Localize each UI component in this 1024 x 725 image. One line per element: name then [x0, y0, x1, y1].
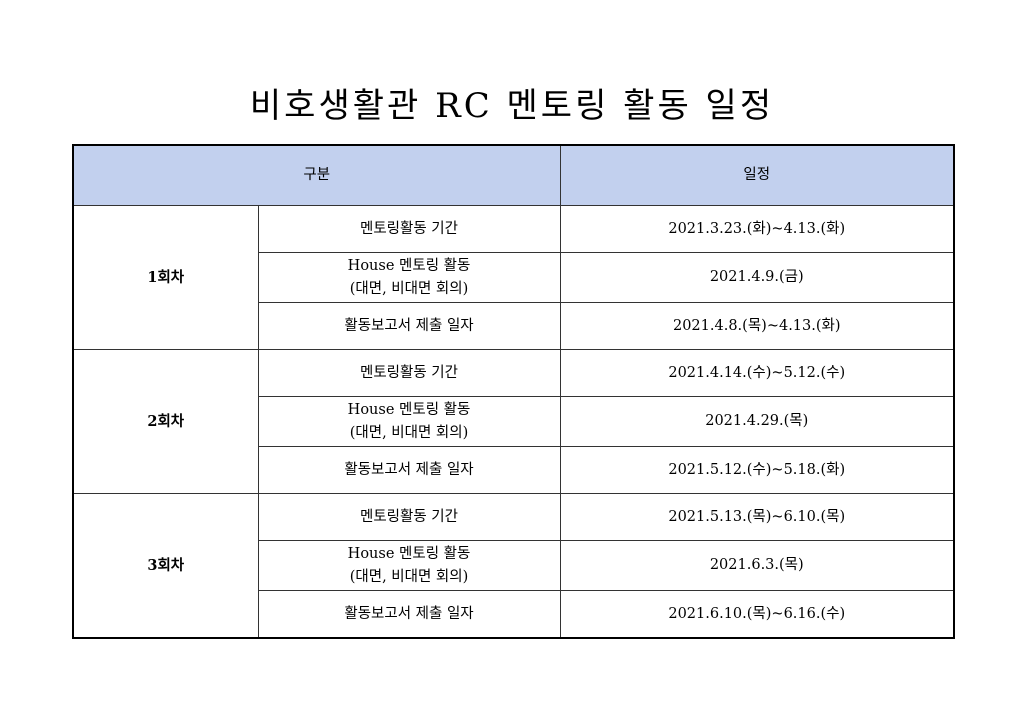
round-label: 1회차: [72, 205, 259, 350]
activity-cell: 멘토링활동 기간: [257, 205, 561, 253]
activity-cell: House 멘토링 활동 (대면, 비대면 회의): [257, 396, 561, 447]
page-title: 비호생활관 RC 멘토링 활동 일정: [249, 86, 775, 126]
schedule-cell: 2021.5.13.(목)~6.10.(목): [559, 493, 955, 541]
schedule-cell: 2021.4.29.(목): [559, 396, 955, 447]
table-row: House 멘토링 활동 (대면, 비대면 회의) 2021.6.3.(목): [73, 540, 955, 591]
schedule-cell: 2021.4.14.(수)~5.12.(수): [559, 349, 955, 397]
schedule-cell: 2021.6.3.(목): [559, 540, 955, 591]
table-row: House 멘토링 활동 (대면, 비대면 회의) 2021.4.9.(금): [73, 252, 955, 303]
activity-name: 멘토링활동 기간: [360, 364, 458, 381]
activity-cell: 활동보고서 제출 일자: [257, 446, 561, 494]
header-row: 구분 일정: [72, 144, 955, 206]
activity-cell: 활동보고서 제출 일자: [257, 302, 561, 350]
activity-name: 멘토링활동 기간: [360, 220, 458, 237]
header-schedule: 일정: [559, 144, 955, 206]
table-row: 3회차 멘토링활동 기간 2021.5.13.(목)~6.10.(목): [72, 493, 955, 639]
schedule-cell: 2021.3.23.(화)~4.13.(화): [559, 205, 955, 253]
table-row: 활동보고서 제출 일자 2021.5.12.(수)~5.18.(화): [73, 446, 955, 494]
activity-cell: House 멘토링 활동 (대면, 비대면 회의): [257, 540, 561, 591]
activity-note: (대면, 비대면 회의): [349, 424, 469, 441]
table-row: 2회차 멘토링활동 기간 2021.4.14.(수)~5.12.(수): [72, 349, 955, 494]
activity-name: 멘토링활동 기간: [360, 508, 458, 525]
activity-cell: 활동보고서 제출 일자: [257, 590, 561, 639]
schedule-cell: 2021.4.9.(금): [559, 252, 955, 303]
activity-name: 활동보고서 제출 일자: [344, 605, 474, 622]
schedule-cell: 2021.5.12.(수)~5.18.(화): [559, 446, 955, 494]
activity-name: House 멘토링 활동: [347, 257, 471, 274]
round-label: 3회차: [72, 493, 259, 639]
table-row: 활동보고서 제출 일자 2021.6.10.(목)~6.16.(수): [73, 590, 955, 639]
activity-name: 활동보고서 제출 일자: [344, 461, 474, 478]
activity-note: (대면, 비대면 회의): [349, 280, 469, 297]
activity-name: 활동보고서 제출 일자: [344, 317, 474, 334]
round-label: 2회차: [72, 349, 259, 494]
table-row: 1회차 멘토링활동 기간 2021.3.23.(화)~4.13.(화): [72, 205, 955, 350]
schedule-cell: 2021.6.10.(목)~6.16.(수): [559, 590, 955, 639]
schedule-table: 구분 일정 1회차 멘토링활동 기간 2021.3.23.(화)~4.13.(화) H…: [72, 144, 955, 639]
table-row: House 멘토링 활동 (대면, 비대면 회의) 2021.4.29.(목): [73, 396, 955, 447]
activity-cell: 멘토링활동 기간: [257, 493, 561, 541]
table-row: 활동보고서 제출 일자 2021.4.8.(목)~4.13.(화): [73, 302, 955, 350]
activity-cell: 멘토링활동 기간: [257, 349, 561, 397]
schedule-cell: 2021.4.8.(목)~4.13.(화): [559, 302, 955, 350]
header-category: 구분: [72, 144, 561, 206]
activity-note: (대면, 비대면 회의): [349, 568, 469, 585]
activity-name: House 멘토링 활동: [347, 401, 471, 418]
activity-cell: House 멘토링 활동 (대면, 비대면 회의): [257, 252, 561, 303]
activity-name: House 멘토링 활동: [347, 545, 471, 562]
